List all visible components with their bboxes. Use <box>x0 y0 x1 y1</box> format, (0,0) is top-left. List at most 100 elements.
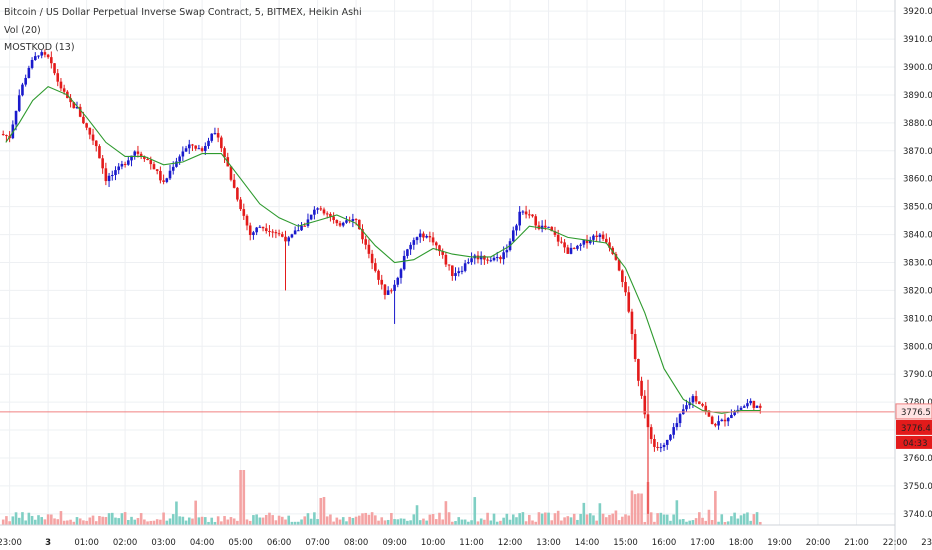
candle-body <box>85 123 88 128</box>
volume-bar <box>656 513 659 525</box>
volume-bar <box>685 521 688 525</box>
volume-bar <box>197 517 201 525</box>
candle-body <box>608 242 611 248</box>
volume-bar <box>681 518 685 525</box>
candle-body <box>171 166 175 171</box>
candle-body <box>598 234 602 237</box>
volume-bar <box>742 513 746 525</box>
candle-body <box>447 264 451 266</box>
y-tick-label: 3810.0 <box>903 314 932 324</box>
x-tick-label: 02:00 <box>113 538 138 548</box>
volume-bar <box>726 521 730 525</box>
candle-body <box>617 259 621 271</box>
volume-bar <box>149 520 153 525</box>
y-tick-label: 3850.0 <box>903 203 932 213</box>
volume-bar <box>694 518 698 525</box>
volume-bar <box>691 520 695 525</box>
candle-body <box>531 214 534 217</box>
volume-bar <box>306 513 310 525</box>
candle-body <box>569 247 573 254</box>
volume-bar <box>422 518 425 525</box>
candle-body <box>155 169 159 171</box>
candle-body <box>37 55 40 57</box>
candle-body <box>210 133 214 141</box>
volume-bar <box>755 512 759 525</box>
candle-body <box>43 52 47 55</box>
volume-bar <box>194 500 197 525</box>
candle-body <box>604 238 608 243</box>
volume-bar <box>556 510 560 525</box>
volume-bar <box>258 517 262 525</box>
candle-body <box>451 265 454 276</box>
candle-body <box>130 155 133 161</box>
volume-bar <box>486 512 489 525</box>
candle-body <box>489 260 493 262</box>
volume-bar <box>560 520 563 525</box>
candle-body <box>181 151 185 157</box>
volume-bar <box>502 517 505 525</box>
candle-body <box>659 447 663 449</box>
volume-bar <box>85 520 88 525</box>
volume-bar <box>46 514 50 525</box>
candle-body <box>338 223 342 226</box>
volume-bar <box>544 512 547 525</box>
volume-bar <box>82 520 85 525</box>
volume-bar <box>309 518 313 525</box>
x-tick-label: 08:00 <box>344 538 369 548</box>
candle-body <box>550 226 554 232</box>
y-tick-label: 3790.0 <box>903 370 932 380</box>
volume-bar <box>110 512 114 525</box>
volume-bar <box>287 515 291 525</box>
candle-body <box>572 247 576 249</box>
candle-body <box>499 257 502 260</box>
volume-bar <box>665 514 669 525</box>
x-tick-label: 18:00 <box>729 538 754 548</box>
candle-body <box>633 333 637 360</box>
volume-bar <box>547 512 550 525</box>
volume-bar <box>165 520 169 525</box>
candle-body <box>290 234 294 238</box>
y-tick-label: 3840.0 <box>903 231 932 241</box>
candle-body <box>5 135 8 137</box>
candle-body <box>460 270 464 272</box>
candle-body <box>454 273 457 276</box>
y-tick-label: 3820.0 <box>903 286 932 296</box>
candle-body <box>268 231 271 233</box>
volume-bar <box>495 521 499 525</box>
volume-bar <box>175 501 178 525</box>
candle-body <box>207 140 210 147</box>
candle-body <box>698 401 701 405</box>
candle-body <box>232 179 236 188</box>
volume-bar <box>659 512 663 525</box>
candle-body <box>502 252 505 260</box>
volume-bar <box>1 519 5 525</box>
candle-body <box>114 170 117 176</box>
volume-bar <box>361 513 364 525</box>
volume-indicator-label[interactable]: Vol (20) <box>4 25 41 36</box>
candle-body <box>110 175 114 177</box>
candle-body <box>136 151 140 154</box>
candle-body <box>107 175 111 182</box>
candle-body <box>357 219 361 230</box>
candle-body <box>665 439 669 445</box>
candle-body <box>457 271 461 274</box>
candle-body <box>72 102 76 109</box>
candle-body <box>563 242 566 248</box>
candle-body <box>621 270 624 282</box>
candle-body <box>585 240 589 244</box>
volume-bar <box>566 516 570 525</box>
x-tick-label: 13:00 <box>536 538 561 548</box>
volume-bar <box>714 490 717 525</box>
volume-bar <box>528 514 531 525</box>
candle-body <box>322 209 326 214</box>
volume-bar <box>386 519 390 525</box>
volume-bar <box>598 503 602 525</box>
candle-body <box>595 235 598 237</box>
volume-bar <box>261 517 265 525</box>
candle-body <box>216 133 220 138</box>
ma-indicator-label[interactable]: MOSTKOD (13) <box>4 42 75 53</box>
volume-bar <box>441 519 444 525</box>
volume-bar <box>749 520 752 525</box>
